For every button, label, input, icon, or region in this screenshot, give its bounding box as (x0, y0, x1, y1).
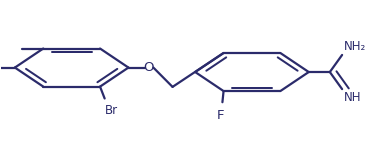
Text: F: F (217, 109, 224, 122)
Text: NH₂: NH₂ (344, 40, 366, 53)
Text: NH: NH (344, 91, 362, 104)
Text: Br: Br (105, 104, 118, 117)
Text: O: O (143, 61, 154, 74)
